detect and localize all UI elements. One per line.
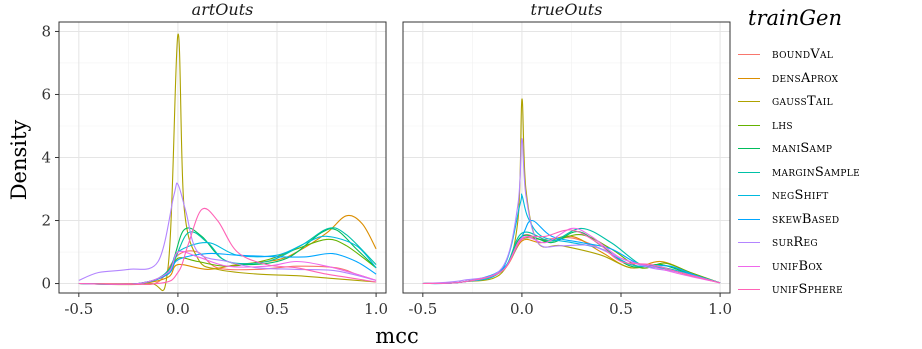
- legend-key-line: [738, 124, 760, 126]
- legend-key-line: [738, 242, 760, 244]
- legend-item-surReg: surReg: [738, 231, 860, 255]
- y-tick-label: 2: [41, 212, 51, 230]
- x-tick-label: -0.5: [408, 300, 437, 318]
- legend-item-maniSamp: maniSamp: [738, 137, 860, 161]
- legend-label: gaussTail: [772, 94, 833, 110]
- legend-label: unifBox: [772, 258, 823, 274]
- density-line-unifBox: [78, 250, 377, 285]
- legend-item-lhs: lhs: [738, 114, 860, 138]
- legend-item-marginSample: marginSample: [738, 161, 860, 185]
- legend-title: trainGen: [748, 6, 842, 30]
- x-axis-label: mcc: [375, 324, 418, 348]
- legend-key-line: [738, 265, 760, 267]
- legend-label: maniSamp: [772, 141, 833, 157]
- x-tick-label: 0.5: [265, 300, 289, 318]
- legend-item-densAprox: densAprox: [738, 67, 860, 91]
- x-tick-label: 0.0: [510, 300, 534, 318]
- density-line-unifSphere: [78, 207, 377, 285]
- facet-title: trueOuts: [531, 0, 603, 19]
- facet-panel-artOuts: artOuts -0.5 0.0 0.5 1.0 0 2 4 6 8: [41, 0, 388, 318]
- density-line-surReg: [78, 182, 377, 281]
- facet-panel-trueOuts: trueOuts -0.5 0.0 0.5 1.0: [402, 0, 732, 318]
- x-tick-label: 0.5: [609, 300, 633, 318]
- legend-label: skewBased: [772, 211, 840, 227]
- legend: boundVal densAprox gaussTail lhs maniSamp mar…: [738, 43, 860, 302]
- x-tick-label: -0.5: [64, 300, 93, 318]
- density-line-surReg: [422, 138, 721, 285]
- x-tick-label: 0.0: [166, 300, 190, 318]
- legend-key-line: [738, 218, 760, 220]
- legend-key-line: [738, 289, 760, 291]
- legend-key-line: [738, 77, 760, 79]
- legend-key-line: [738, 195, 760, 197]
- density-line-gaussTail: [78, 34, 377, 292]
- legend-label: lhs: [772, 117, 793, 133]
- legend-label: densAprox: [772, 70, 839, 86]
- x-tick-label: 1.0: [364, 300, 388, 318]
- legend-label: negShift: [772, 188, 829, 204]
- y-tick-label: 0: [41, 275, 51, 293]
- legend-label: marginSample: [772, 164, 860, 180]
- y-tick-label: 6: [41, 85, 51, 103]
- legend-label: surReg: [772, 235, 818, 251]
- legend-label: unifSphere: [772, 282, 843, 298]
- legend-key-line: [738, 148, 760, 150]
- legend-item-boundVal: boundVal: [738, 43, 860, 67]
- legend-label: boundVal: [772, 47, 834, 63]
- density-line-unifSphere: [422, 229, 721, 285]
- legend-key-line: [738, 101, 760, 103]
- legend-key-line: [738, 171, 760, 173]
- panel-border: [402, 21, 731, 294]
- legend-item-unifBox: unifBox: [738, 255, 860, 279]
- y-tick-label: 8: [41, 22, 51, 40]
- legend-item-skewBased: skewBased: [738, 208, 860, 232]
- series-group: [422, 98, 721, 285]
- legend-item-gaussTail: gaussTail: [738, 90, 860, 114]
- density-line-skewBased: [78, 252, 377, 285]
- legend-item-negShift: negShift: [738, 184, 860, 208]
- y-axis-label: Density: [7, 120, 31, 201]
- legend-item-unifSphere: unifSphere: [738, 278, 860, 302]
- y-tick-label: 4: [41, 149, 51, 167]
- legend-key-line: [738, 54, 760, 56]
- facet-title: artOuts: [192, 0, 254, 19]
- series-group: [78, 34, 377, 292]
- x-tick-label: 1.0: [708, 300, 732, 318]
